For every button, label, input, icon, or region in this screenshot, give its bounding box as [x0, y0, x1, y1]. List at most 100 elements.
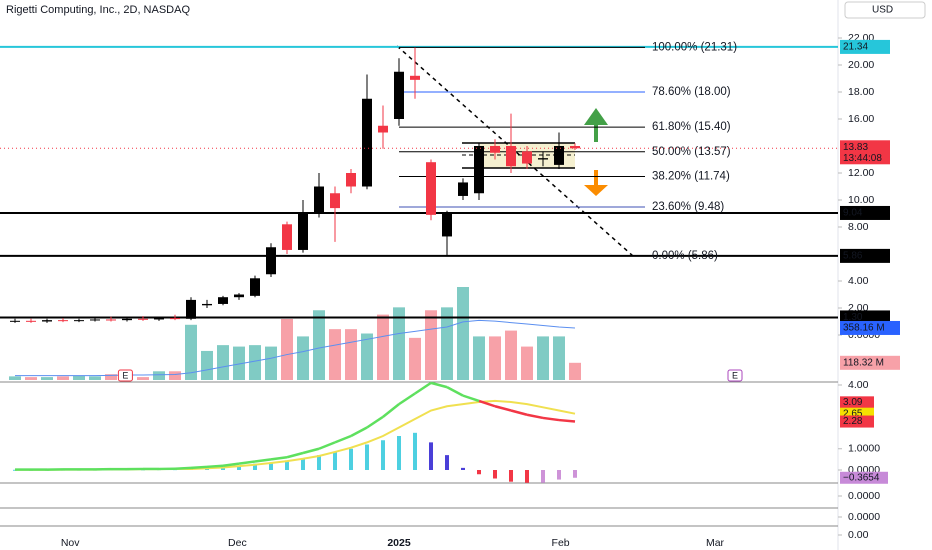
volume-bar	[89, 376, 101, 380]
y-tick-label: 1.0000	[848, 443, 880, 455]
fib-label: 61.80% (15.40)	[652, 121, 731, 133]
candle-body	[122, 318, 132, 321]
fast-line	[430, 381, 448, 389]
volume-bar	[569, 362, 581, 380]
fast-line	[510, 409, 528, 416]
y-tick-label: 12.00	[848, 167, 874, 179]
candle-body	[410, 75, 420, 80]
candle-body	[298, 213, 308, 250]
volume-bar	[457, 287, 469, 380]
candle-body	[138, 318, 148, 320]
candle-body	[522, 151, 532, 164]
candle-body	[90, 319, 100, 321]
histogram-bar	[493, 470, 497, 479]
candle-body	[346, 173, 356, 187]
down-arrow	[584, 170, 608, 196]
fast-line	[494, 405, 512, 412]
fib-label: 0.00% (5.86)	[652, 250, 718, 262]
fast-line	[270, 456, 288, 461]
volume-bar	[393, 307, 405, 380]
volume-bar	[233, 346, 245, 380]
x-tick-label: Nov	[61, 537, 80, 549]
y-tick-label: 8.00	[848, 221, 869, 233]
indicator-tag-label: 2.28	[843, 416, 863, 427]
candle-body	[186, 299, 196, 319]
price-tag-label: 13.83	[843, 142, 868, 153]
countdown: 13:44:08	[843, 153, 882, 164]
histogram-bar	[525, 470, 529, 483]
volume-bar	[137, 377, 149, 380]
event-label: E	[122, 370, 128, 380]
volume-bar	[473, 336, 485, 380]
histogram-bar	[397, 436, 401, 470]
event-label: E	[732, 370, 738, 380]
histogram-bar	[445, 455, 449, 470]
volume-bar	[41, 377, 53, 380]
x-tick-label: Feb	[552, 537, 570, 549]
volume-bar	[201, 350, 213, 380]
up-arrow	[584, 108, 608, 142]
price-tag	[840, 140, 890, 165]
candle-body	[234, 294, 244, 298]
histogram-bar	[317, 455, 321, 470]
volume-bar	[489, 336, 501, 380]
currency-box[interactable]	[844, 1, 926, 19]
histogram-bar	[237, 465, 241, 470]
candle-body	[394, 71, 404, 119]
volume-tag-label: 118.32 M	[843, 357, 884, 368]
fib-label: 50.00% (13.57)	[652, 146, 731, 158]
candle-body	[170, 318, 180, 320]
histogram-bar	[349, 448, 353, 470]
volume-bar	[329, 329, 341, 380]
volume-bar	[361, 333, 373, 380]
histogram-bar	[333, 451, 337, 470]
histogram-bar	[461, 467, 465, 470]
fast-line	[334, 434, 352, 444]
y-tick-label: 4.00	[848, 275, 869, 287]
event-marker	[727, 369, 743, 382]
candle-body	[26, 320, 36, 322]
candle-body	[538, 158, 548, 160]
candle-body	[250, 278, 260, 296]
volume-tag	[840, 355, 900, 370]
volume-bar	[169, 371, 181, 380]
volume-bar	[537, 336, 549, 380]
fast-line	[414, 381, 432, 395]
candle-body	[282, 224, 292, 250]
candle-body	[202, 303, 212, 306]
candle-body	[506, 146, 516, 167]
volume-bar	[377, 314, 389, 380]
histogram-bar	[413, 432, 417, 470]
fast-line	[286, 451, 304, 459]
y-tick-label: 16.00	[848, 113, 874, 125]
y-tick-label: 20.00	[848, 59, 874, 71]
candle-body	[154, 318, 164, 320]
fast-line	[206, 464, 224, 469]
candle-body	[42, 320, 52, 322]
volume-bar	[505, 330, 517, 380]
volume-bar	[185, 324, 197, 380]
currency: USD	[872, 5, 893, 16]
fast-line	[366, 415, 384, 429]
candle-body	[218, 297, 228, 304]
histogram-bar	[477, 470, 481, 475]
x-tick-label: 2025	[387, 537, 411, 549]
fast-line	[478, 399, 496, 408]
candle-body	[554, 146, 564, 165]
candle-body	[314, 186, 324, 214]
candle-body	[106, 319, 116, 321]
price-tag	[840, 39, 890, 54]
candle-body	[10, 320, 20, 322]
fib-label: 23.60% (9.48)	[652, 201, 724, 213]
candle-body	[426, 162, 436, 215]
indicator-tag	[840, 415, 874, 428]
price-tag-label: 9.04	[843, 208, 863, 219]
fast-line	[238, 460, 256, 465]
fast-line	[174, 466, 192, 470]
candle-body	[378, 125, 388, 133]
y-tick-label: 0.0000	[848, 511, 880, 523]
histogram-bar	[285, 460, 289, 470]
fast-line	[190, 465, 208, 470]
volume-bar	[313, 310, 325, 380]
